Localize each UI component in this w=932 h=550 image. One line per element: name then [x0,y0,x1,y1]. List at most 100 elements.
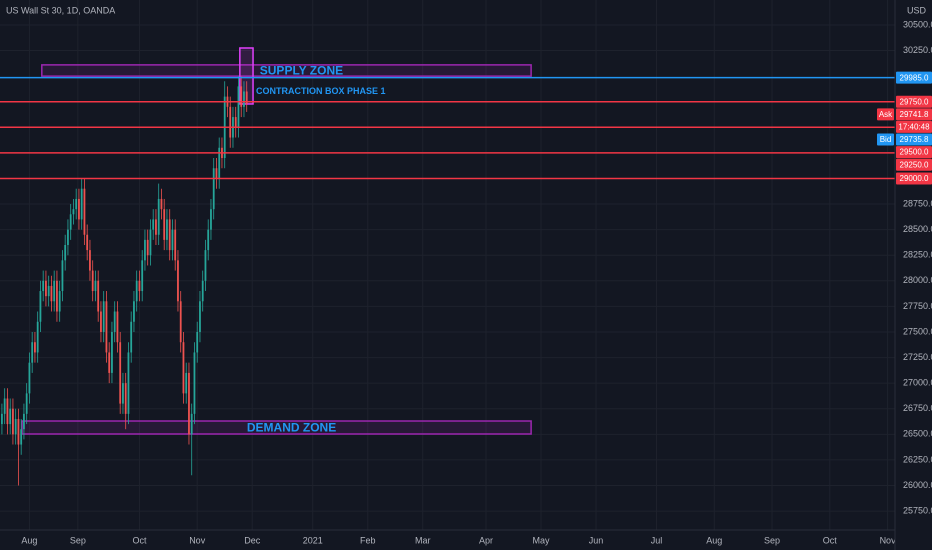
candle-body [61,260,64,292]
price-badge [896,158,932,171]
candle-body [111,331,113,373]
candle-body [9,408,12,425]
candle-body [196,331,199,353]
zone-label: CONTRACTION BOX PHASE 1 [256,86,386,96]
y-tick-label: 27250.0 [903,352,932,362]
price-badge [896,172,932,185]
candle-body [207,229,210,251]
y-tick-label: 28000.0 [903,275,932,285]
x-tick-label: Sep [764,535,780,545]
candle-body [119,342,122,404]
y-tick-label: 28500.0 [903,224,932,234]
candle-body [67,229,69,245]
candle-body [36,321,39,353]
candle-body [116,311,119,343]
candle-body [42,280,45,292]
candle-body [171,229,174,251]
x-tick-label: Sep [70,535,86,545]
candle-body [69,214,72,230]
candle-body [56,280,58,312]
price-badge-label: 29741.8 [900,110,929,119]
candle-body [6,398,9,425]
candle-body [89,250,91,271]
price-badge-label: 29000.0 [900,174,929,183]
candle-body [94,280,97,292]
candle-body [157,198,160,235]
candle-body [17,418,20,445]
candle-body [64,244,67,261]
zone-box [21,420,532,435]
plot [0,0,895,530]
quote-tag-label: Bid [880,135,892,144]
candle-body [152,219,155,230]
x-tick-label: Nov [880,535,897,545]
zone-box [41,64,532,77]
candle-body [199,301,201,332]
candle-body [100,311,102,332]
candle-body [215,168,218,179]
candle-body [155,219,157,235]
price-badge-label: 29985.0 [900,73,929,82]
price-badge [896,71,932,84]
candle-body [50,285,53,302]
candle-body [53,280,56,302]
candle-body [240,86,243,107]
candle-body [179,301,182,343]
candle-body [237,86,240,128]
y-tick-label: 26250.0 [903,454,932,464]
candle-body [185,372,188,394]
candle-body [108,352,111,373]
candle-body [193,352,196,414]
candle-body [80,188,83,220]
candle-body [130,321,133,353]
y-tick-label: 30250.0 [903,45,932,55]
candle-body [210,209,212,230]
candle-body [78,198,80,220]
candle-body [144,239,146,261]
candle-body [122,383,124,404]
x-tick-label: Feb [360,535,376,545]
candle-body [83,188,86,235]
candle-body [174,229,177,261]
y-tick-label: 26500.0 [903,429,932,439]
candle-body [141,260,144,292]
quote-tag-label: Ask [879,110,893,119]
y-tick-label: 28750.0 [903,198,932,208]
candle-body [218,147,221,179]
candle-body [91,270,94,292]
x-tick-label: Mar [415,535,431,545]
currency: USD [907,5,927,15]
candle-body [23,413,25,430]
candle-body [124,383,127,414]
candle-body [229,106,232,138]
candle-body [86,234,89,251]
y-tick-label: 28250.0 [903,250,932,260]
x-tick-label: Jun [589,535,604,545]
candle-body [45,280,47,297]
candle-body [75,198,78,210]
x-tick-label: 2021 [303,535,323,545]
candle-body [25,393,28,414]
x-tick-label: May [533,535,551,545]
candle-body [204,250,207,281]
x-tick-label: Apr [479,535,493,545]
candle-body [34,342,36,353]
candle-body [12,408,14,435]
y-tick-label: 26000.0 [903,480,932,490]
y-tick-label: 27750.0 [903,301,932,311]
candle-body [58,291,61,312]
x-tick-label: Aug [706,535,722,545]
candle-body [102,301,105,332]
y-tick-label: 27000.0 [903,378,932,388]
candle-body [166,219,168,240]
y-tick-label: 30500.0 [903,19,932,29]
candle-body [201,280,204,302]
candle-body [160,198,163,210]
candle-body [1,413,3,425]
x-tick-label: Dec [244,535,261,545]
y-tick-label: 25750.0 [903,505,932,515]
price-badge [896,146,932,159]
candle-body [138,280,141,292]
price-badge-label: 29500.0 [900,148,929,157]
